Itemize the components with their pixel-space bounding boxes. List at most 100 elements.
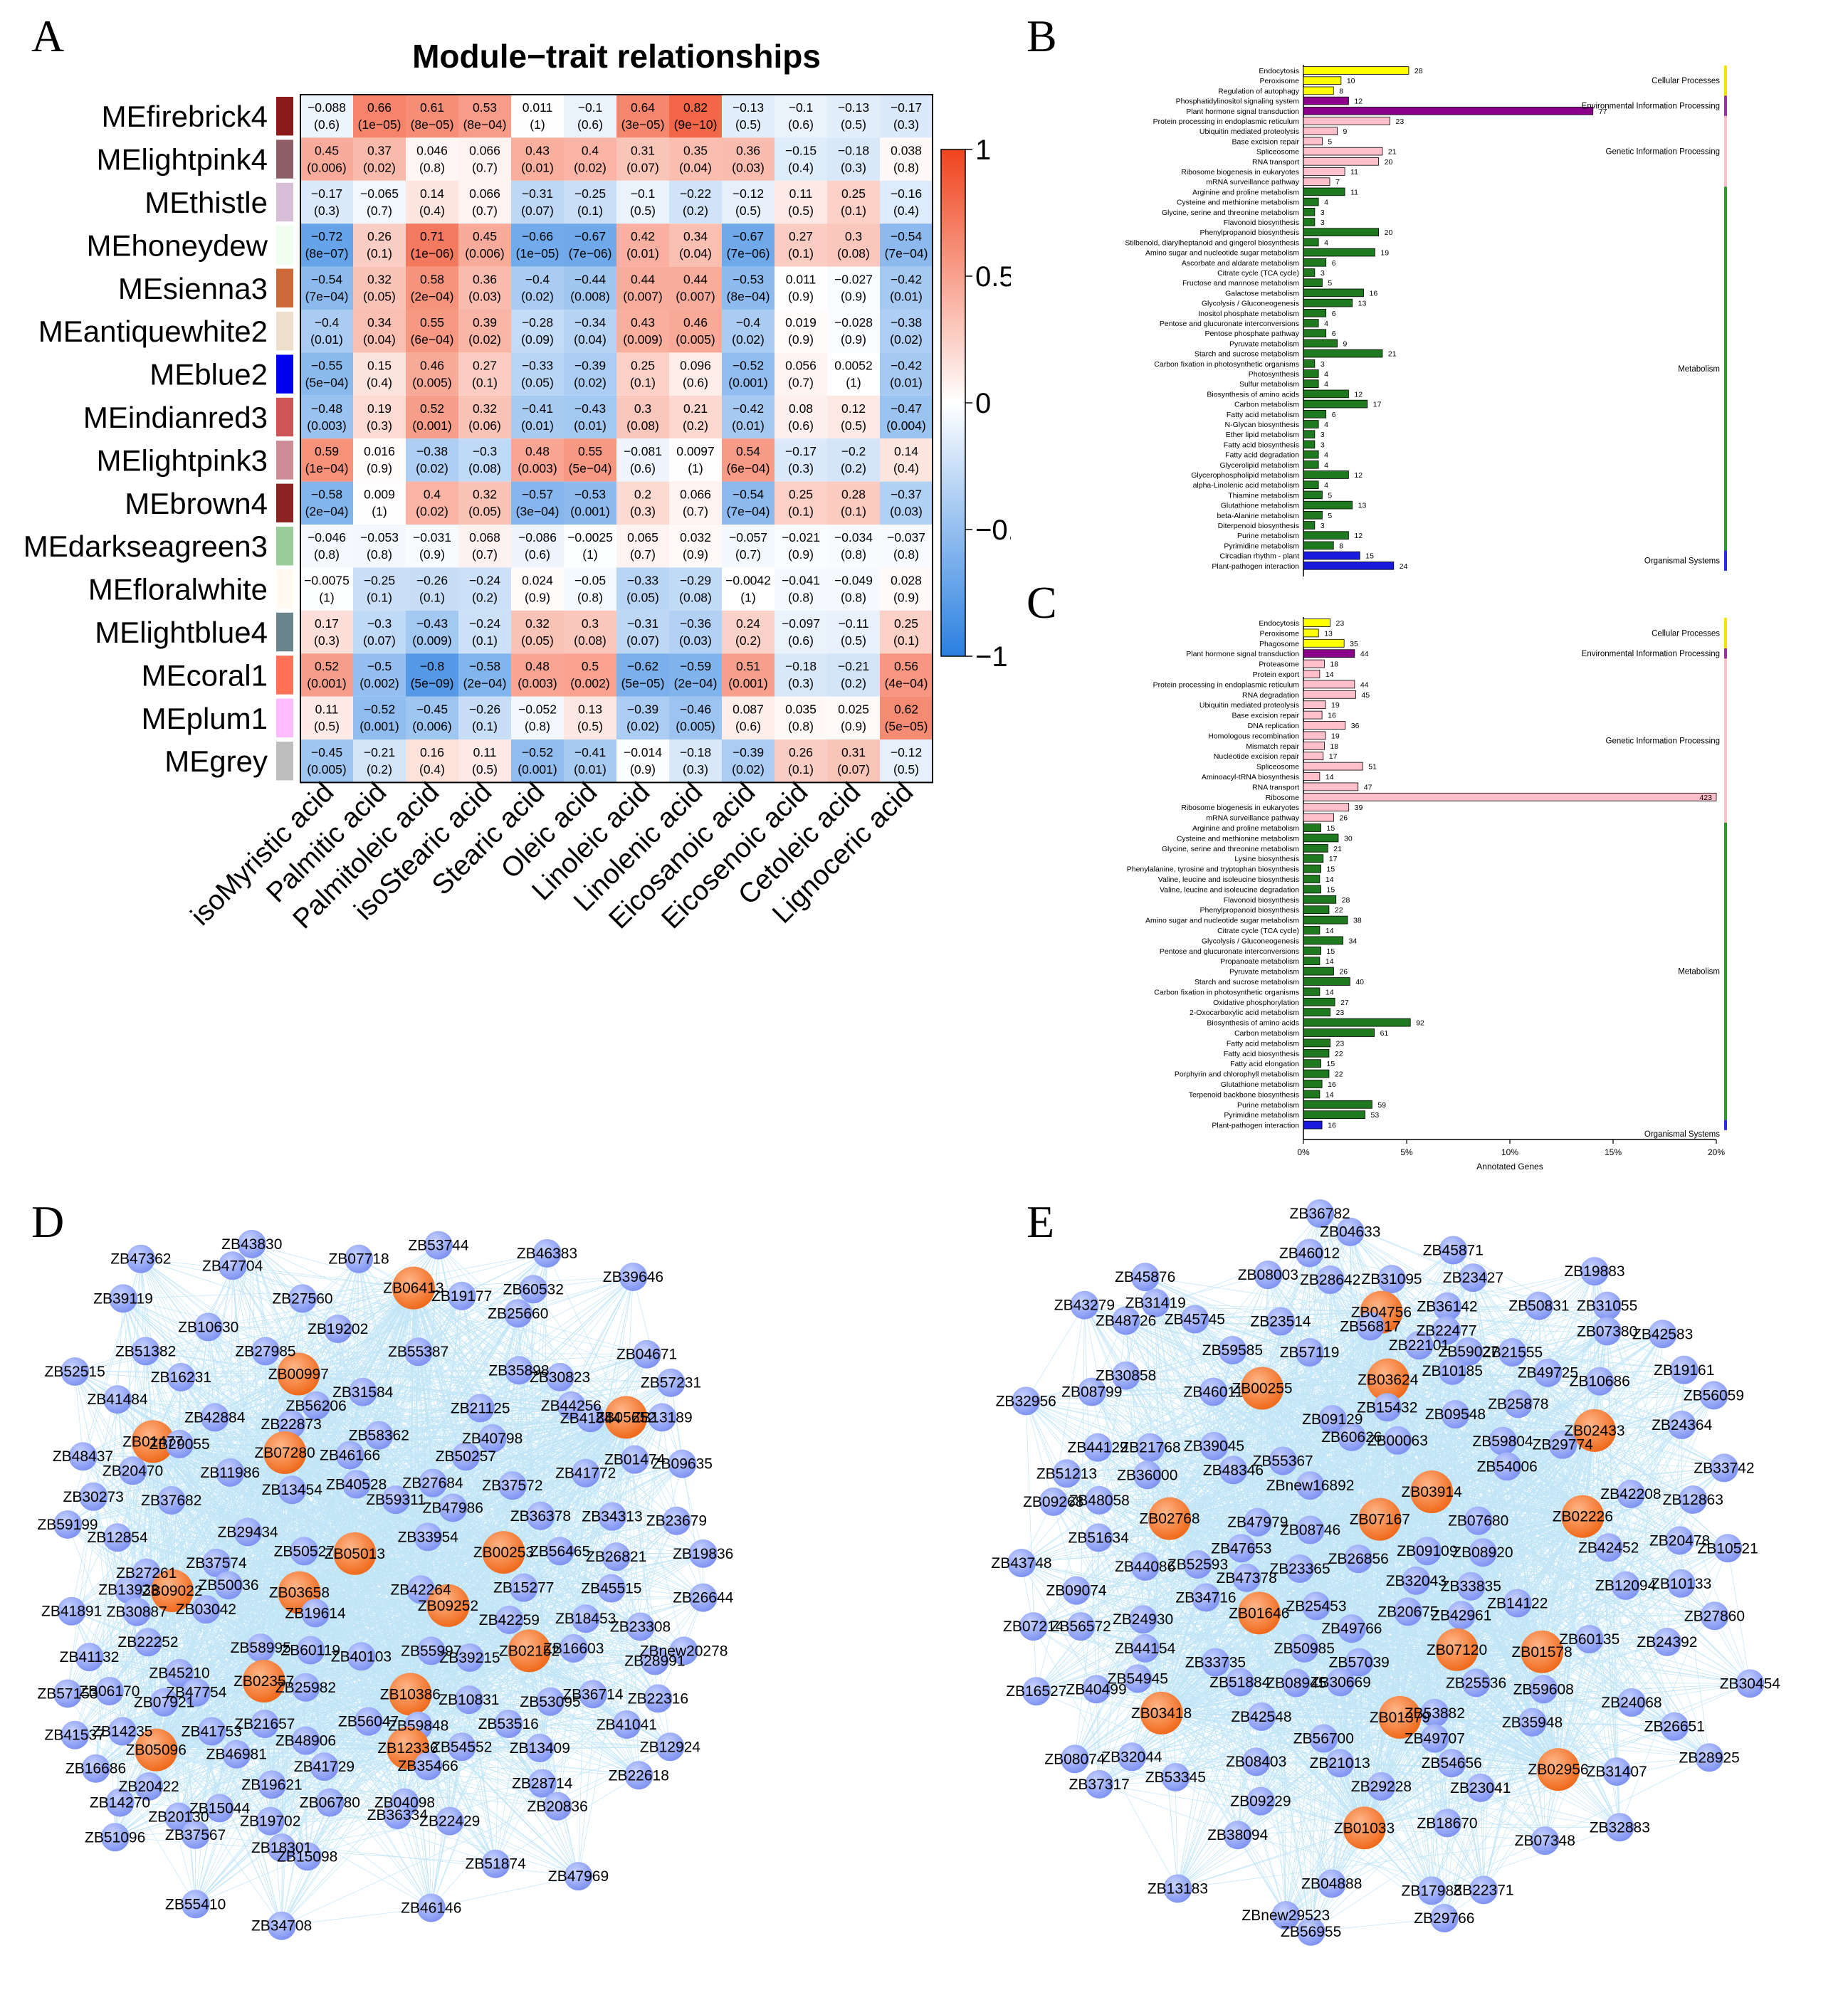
heatmap-cell — [353, 352, 406, 396]
kegg-bar-value: 28 — [1342, 896, 1350, 905]
node-label: ZB45515 — [581, 1581, 641, 1597]
cell-p-value: (0.02) — [416, 461, 448, 475]
heatmap-cell — [458, 352, 511, 396]
heatmap-cell — [564, 223, 616, 267]
heatmap-cell — [300, 739, 353, 783]
kegg-bar-value: 21 — [1388, 350, 1397, 359]
network-edge — [560, 1459, 635, 1552]
network-edge — [83, 1276, 634, 1457]
cell-p-value: (0.9) — [788, 547, 814, 562]
kegg-bar — [1303, 66, 1409, 75]
cell-r-value: −0.21 — [364, 745, 395, 759]
cell-p-value: (0.5) — [841, 117, 866, 132]
cell-r-value: 0.32 — [473, 401, 497, 416]
heatmap-cell — [353, 223, 406, 267]
kegg-bar — [1303, 218, 1316, 226]
node-label: ZB48906 — [275, 1733, 336, 1749]
network-edge — [152, 1441, 248, 1532]
module-color-swatch — [276, 483, 293, 522]
cell-p-value: (0.4) — [893, 204, 919, 218]
heatmap-cell — [669, 137, 722, 181]
heatmap-cell — [722, 567, 775, 611]
group-label: Environmental Information Processing — [1582, 650, 1720, 658]
heatmap-cell — [775, 567, 827, 611]
heatmap-cell — [406, 137, 458, 181]
node-label: ZB40528 — [326, 1476, 387, 1493]
heatmap-cell — [722, 180, 775, 224]
cell-p-value: (0.05) — [521, 633, 554, 648]
heatmap-cell — [880, 266, 933, 310]
cell-r-value: −0.1 — [631, 186, 656, 201]
cell-p-value: (0.3) — [841, 160, 866, 174]
kegg-bar — [1303, 1059, 1321, 1068]
kegg-bar-label: Mismatch repair — [1246, 742, 1299, 751]
kegg-bar — [1303, 1048, 1330, 1058]
cell-r-value: −0.3 — [473, 444, 498, 458]
cell-p-value: (0.02) — [363, 160, 396, 174]
cell-r-value: −0.18 — [680, 745, 711, 759]
kegg-bar — [1303, 369, 1319, 378]
kegg-bar-label: Carbon fixation in photosynthetic organi… — [1154, 360, 1299, 369]
kegg-bar — [1303, 96, 1349, 105]
heatmap-cell — [616, 525, 669, 568]
cell-p-value: (0.07) — [521, 204, 554, 218]
x-axis-label: Annotated Genes — [1476, 1162, 1543, 1172]
cell-p-value: (0.6) — [788, 419, 814, 433]
kegg-bar — [1303, 731, 1326, 740]
kegg-bar — [1303, 1028, 1375, 1037]
cell-p-value: (0.9) — [788, 332, 814, 347]
kegg-bar-label: Fatty acid metabolism — [1227, 411, 1299, 419]
node-label: ZB14270 — [90, 1795, 150, 1811]
cell-r-value: 0.068 — [469, 530, 500, 544]
kegg-bar-label: Citrate cycle (TCA cycle) — [1217, 927, 1299, 935]
node-label: ZB13189 — [631, 1409, 692, 1426]
heatmap-cell — [775, 95, 827, 138]
node-label: ZB57231 — [641, 1375, 701, 1391]
kegg-bar-value: 4 — [1324, 380, 1328, 389]
network-edge — [413, 1288, 513, 1486]
kegg-bar-value: 3 — [1321, 441, 1325, 449]
cell-p-value: (0.009) — [412, 633, 451, 648]
heatmap-cell — [775, 352, 827, 396]
cell-p-value: (0.8) — [788, 590, 814, 604]
network-edge — [251, 1243, 338, 1330]
cell-r-value: −0.42 — [891, 358, 922, 372]
kegg-bar-label: Circadian rhythm - plant — [1220, 552, 1300, 561]
heatmap-cell — [880, 481, 933, 525]
cell-r-value: 0.43 — [631, 315, 655, 330]
node-label: ZB59311 — [366, 1492, 426, 1508]
node-label: ZB27560 — [272, 1290, 332, 1307]
heatmap-cell — [511, 310, 564, 353]
node-label: ZB50036 — [198, 1577, 258, 1594]
node-label: ZB12854 — [87, 1530, 148, 1546]
node-label: ZB41844 — [560, 1410, 621, 1426]
node-label: ZB53744 — [408, 1238, 469, 1254]
kegg-bar-label: Carbon metabolism — [1234, 401, 1299, 409]
cell-r-value: 0.55 — [420, 315, 444, 330]
network-edge — [83, 1351, 266, 1457]
cell-p-value: (0.06) — [468, 419, 501, 433]
cell-r-value: −0.72 — [311, 229, 342, 243]
cell-p-value: (0.9) — [893, 590, 919, 604]
heatmap-cell — [827, 223, 880, 267]
module-color-swatch — [276, 397, 293, 437]
node-label: ZB51382 — [115, 1343, 176, 1359]
cell-p-value: (5e−05) — [621, 676, 665, 690]
cell-p-value: (0.01) — [310, 332, 343, 347]
cell-r-value: −0.8 — [420, 659, 445, 673]
kegg-bar-label: Flavonoid biosynthesis — [1224, 896, 1299, 905]
cell-r-value: −0.014 — [624, 745, 662, 759]
heatmap-cell — [564, 653, 616, 697]
module-color-swatch — [276, 354, 293, 394]
node-label: ZB47969 — [548, 1868, 609, 1885]
kegg-bar-label: Arginine and proline metabolism — [1192, 188, 1299, 196]
heatmap-cell — [511, 610, 564, 654]
kegg-bar-value: 61 — [1380, 1029, 1389, 1038]
group-label: Cellular Processes — [1652, 77, 1720, 85]
cell-r-value: 0.066 — [469, 186, 500, 201]
cell-r-value: −0.12 — [733, 186, 764, 201]
cell-r-value: 0.0097 — [676, 444, 715, 458]
network-edge — [379, 1435, 560, 1552]
heatmap-cell — [300, 266, 353, 310]
kegg-bar — [1303, 117, 1390, 125]
